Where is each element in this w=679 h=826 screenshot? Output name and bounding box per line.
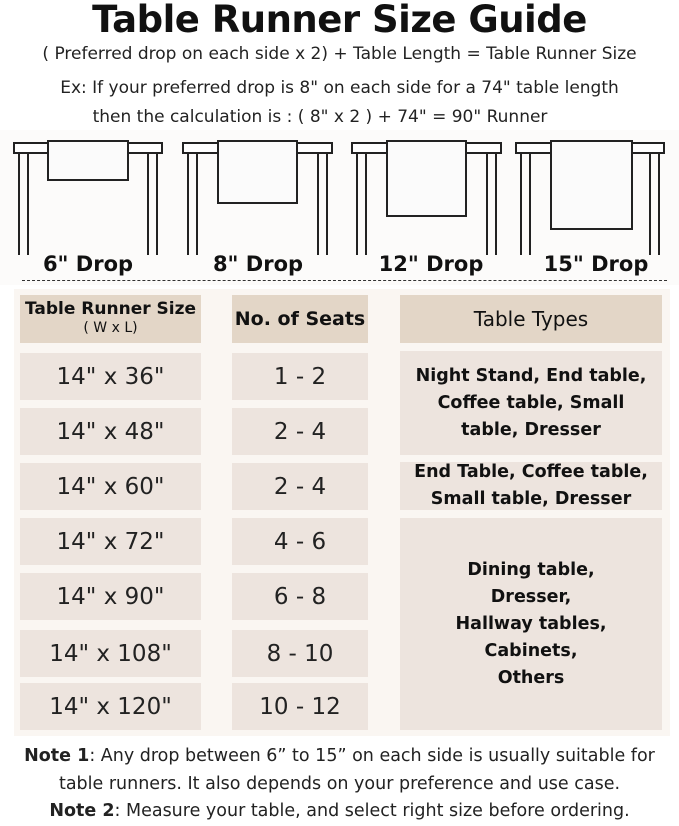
note-2-text: : Measure your table, and select right s… <box>114 801 630 821</box>
seats-cell: 2 - 4 <box>232 463 368 510</box>
size-cell: 14" x 90" <box>20 573 201 620</box>
table-15-drop-icon <box>515 140 665 255</box>
note-2-label: Note 2 <box>49 801 115 821</box>
size-cell: 14" x 48" <box>20 408 201 455</box>
table-6-drop-icon <box>13 140 163 255</box>
size-cell: 14" x 120" <box>20 683 201 730</box>
types-text-3: Dining table, Dresser, Hallway tables, C… <box>455 559 607 688</box>
example-line-1: Ex: If your preferred drop is 8" on each… <box>60 78 619 98</box>
seats-cell: 6 - 8 <box>232 573 368 620</box>
seats-cell: 2 - 4 <box>232 408 368 455</box>
drop-label-8: 8" Drop <box>212 252 304 276</box>
note-1-label: Note 1 <box>24 746 90 766</box>
drop-label-15: 15" Drop <box>543 252 649 276</box>
drop-label-12: 12" Drop <box>378 252 484 276</box>
size-cell: 14" x 72" <box>20 518 201 565</box>
seats-cell: 8 - 10 <box>232 630 368 677</box>
note-1-text: : Any drop between 6” to 15” on each sid… <box>89 746 655 766</box>
note-1-line-2: table runners. It also depends on your p… <box>58 774 621 794</box>
types-cell-1: Night Stand, End table, Coffee table, Sm… <box>400 351 662 455</box>
header-size-label: Table Runner Size <box>24 299 197 319</box>
page-title: Table Runner Size Guide <box>92 0 587 41</box>
table-12-drop-icon <box>351 140 502 255</box>
header-types: Table Types <box>400 295 662 343</box>
table-drop-diagrams <box>13 140 665 255</box>
types-text-1: Night Stand, End table, Coffee table, Sm… <box>415 365 647 440</box>
types-text-2: End Table, Coffee table, Small table, Dr… <box>414 462 648 509</box>
note-1: Note 1: Any drop between 6” to 15” on ea… <box>0 746 679 766</box>
header-size: Table Runner Size ( W x L) <box>20 295 201 343</box>
header-size-sub: ( W x L) <box>83 320 138 336</box>
seats-cell: 1 - 2 <box>232 353 368 400</box>
seats-cell: 4 - 6 <box>232 518 368 565</box>
size-cell: 14" x 108" <box>20 630 201 677</box>
size-cell: 14" x 36" <box>20 353 201 400</box>
example-line-2: then the calculation is : ( 8" x 2 ) + 7… <box>92 107 548 127</box>
seats-cell: 10 - 12 <box>232 683 368 730</box>
note-2: Note 2: Measure your table, and select r… <box>0 801 679 821</box>
header-seats: No. of Seats <box>232 295 368 343</box>
formula-text: ( Preferred drop on each side x 2) + Tab… <box>42 44 637 64</box>
divider <box>22 280 667 281</box>
drop-illustrations <box>0 130 679 285</box>
drop-label-6: 6" Drop <box>42 252 134 276</box>
types-cell-2: End Table, Coffee table, Small table, Dr… <box>400 462 662 510</box>
table-8-drop-icon <box>182 140 333 255</box>
size-cell: 14" x 60" <box>20 463 201 510</box>
types-cell-3: Dining table, Dresser, Hallway tables, C… <box>400 518 662 730</box>
